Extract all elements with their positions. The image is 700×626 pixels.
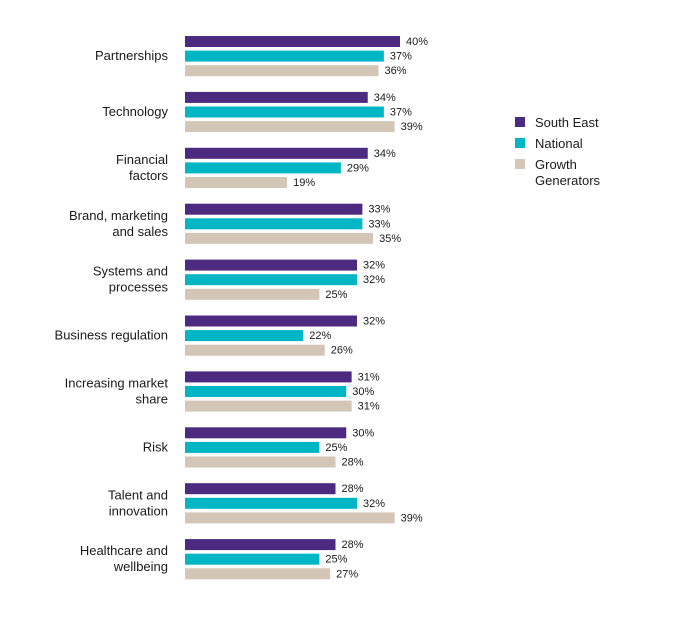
bar <box>185 539 336 551</box>
category-label: Business regulation <box>55 328 168 343</box>
bar <box>185 371 352 383</box>
bar <box>185 441 320 453</box>
data-label: 37% <box>390 51 412 63</box>
bar <box>185 274 357 286</box>
legend-label-line: Growth <box>535 157 577 172</box>
data-label: 40% <box>406 36 428 48</box>
bar <box>185 456 336 468</box>
data-label: 31% <box>358 401 380 413</box>
legend-label: National <box>535 136 583 151</box>
category-label-line: wellbeing <box>113 559 168 574</box>
bar <box>185 218 363 230</box>
category-label-line: factors <box>129 168 169 183</box>
bar <box>185 386 347 397</box>
bar <box>185 232 374 244</box>
data-label: 28% <box>342 483 364 495</box>
bar <box>185 315 357 327</box>
data-label: 36% <box>385 65 407 77</box>
data-label: 27% <box>336 568 358 580</box>
category-label-line: processes <box>109 280 169 295</box>
bar <box>185 344 325 356</box>
data-label: 30% <box>352 386 374 398</box>
data-label: 37% <box>390 107 412 119</box>
legend-label-line: South East <box>535 115 599 130</box>
category-label-line: Partnerships <box>95 48 168 63</box>
bar <box>185 36 400 47</box>
category-label-line: Healthcare and <box>80 543 168 558</box>
category-label: Technology <box>102 104 168 119</box>
data-label: 33% <box>368 218 390 230</box>
legend-swatch <box>515 159 525 169</box>
data-label: 34% <box>374 148 396 160</box>
bar <box>185 427 347 439</box>
data-label: 32% <box>363 498 385 510</box>
data-label: 34% <box>374 92 396 104</box>
bar <box>185 330 304 342</box>
category-label-line: Talent and <box>108 487 168 502</box>
bar <box>185 568 331 580</box>
data-label: 25% <box>325 442 347 454</box>
legend-label: Growth Generators <box>535 157 601 188</box>
data-label: 30% <box>352 427 374 439</box>
bar <box>185 121 395 133</box>
bar <box>185 483 336 495</box>
bar <box>185 50 384 62</box>
category-label-line: Technology <box>102 104 168 119</box>
bar <box>185 553 320 565</box>
data-label: 22% <box>309 330 331 342</box>
bar <box>185 203 363 215</box>
category-label-line: Financial <box>116 152 168 167</box>
legend-label-line: Generators <box>535 173 601 188</box>
category-label-line: Increasing market <box>65 376 169 391</box>
data-label: 39% <box>401 121 423 133</box>
category-label-line: share <box>135 392 168 407</box>
category-label-line: and sales <box>112 224 168 239</box>
category-label: Risk <box>143 439 169 454</box>
legend-label-line: National <box>535 136 583 151</box>
data-label: 29% <box>347 162 369 174</box>
bar <box>185 65 379 77</box>
category-label: Increasing market share <box>65 376 169 407</box>
category-label: Healthcare and wellbeing <box>80 543 168 574</box>
category-label-line: Business regulation <box>55 328 168 343</box>
bar <box>185 147 368 159</box>
data-label: 32% <box>363 316 385 328</box>
bar <box>185 497 357 509</box>
data-label: 28% <box>342 457 364 469</box>
category-label: Partnerships <box>95 48 168 63</box>
data-label: 28% <box>342 539 364 551</box>
category-label: Talent and innovation <box>108 487 168 518</box>
legend-swatch <box>515 117 525 127</box>
category-label: Financial factors <box>116 152 169 183</box>
category-label: Brand, marketing and sales <box>69 208 168 239</box>
data-label: 26% <box>331 345 353 357</box>
data-label: 25% <box>325 554 347 566</box>
data-label: 35% <box>379 233 401 245</box>
legend-label: South East <box>535 115 599 130</box>
category-label-line: Risk <box>143 439 169 454</box>
category-label: Systems and processes <box>93 264 169 295</box>
bar <box>185 177 288 188</box>
category-label-line: Systems and <box>93 264 168 279</box>
data-label: 19% <box>293 177 315 189</box>
bar <box>185 91 368 103</box>
bar <box>185 512 395 524</box>
category-label-line: Brand, marketing <box>69 208 168 223</box>
category-label-line: innovation <box>109 503 168 518</box>
bar <box>185 400 352 412</box>
data-label: 31% <box>358 371 380 383</box>
data-label: 33% <box>368 204 390 216</box>
data-label: 32% <box>363 274 385 286</box>
bar <box>185 259 357 271</box>
legend-swatch <box>515 138 525 148</box>
bar <box>185 162 341 174</box>
bar <box>185 288 320 300</box>
data-label: 39% <box>401 512 423 524</box>
data-label: 25% <box>325 289 347 301</box>
data-label: 32% <box>363 260 385 272</box>
bar <box>185 106 384 118</box>
